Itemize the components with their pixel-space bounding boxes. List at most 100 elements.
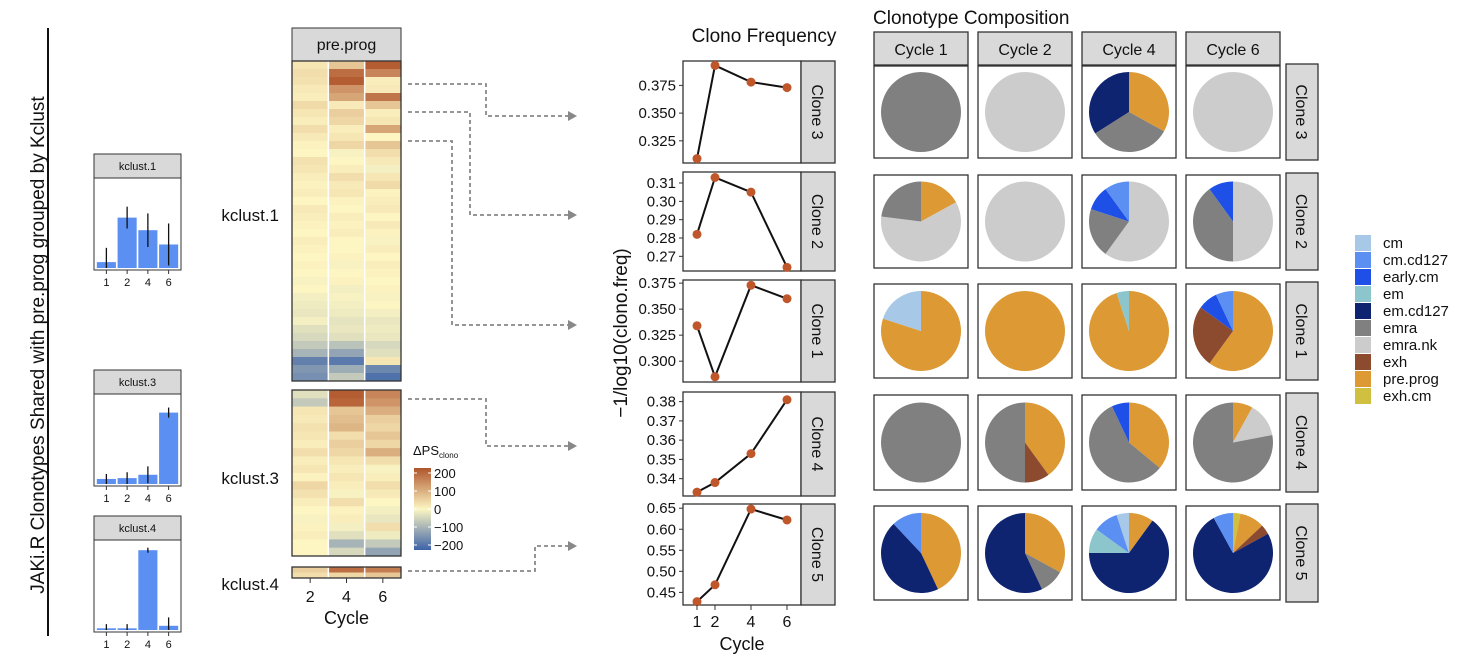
connector-arrowhead (568, 111, 577, 121)
series-line (696, 283, 788, 380)
heat-legend-tick-label: −100 (434, 520, 463, 535)
heatmap-cell (328, 101, 365, 110)
heatmap-cell (292, 456, 329, 465)
connector-path (408, 140, 568, 326)
line-panel-strip (800, 279, 836, 383)
pie-row-strip (1285, 503, 1319, 603)
connector-arrowhead (568, 210, 577, 220)
heatmap-cell (364, 514, 402, 524)
heatmap-cell (292, 423, 329, 432)
pie-cell (977, 505, 1073, 601)
heatmap-cell (328, 237, 365, 246)
heatmap-cell (364, 431, 402, 441)
heatmap-cell (364, 277, 402, 286)
heatmap-cell (364, 357, 402, 366)
pie-slice (1193, 72, 1273, 152)
heatmap-cell (364, 489, 402, 499)
pie-slice (985, 72, 1065, 152)
x-tick-label: 2 (124, 639, 130, 651)
legend-label-em: em (1383, 286, 1404, 303)
heatmap-cell (364, 117, 402, 126)
heatmap-row-group-label: kclust.1 (221, 206, 279, 225)
data-point (782, 83, 792, 93)
heatmap-cell (328, 149, 365, 158)
series-line (696, 63, 788, 159)
y-tick-label: 0.38 (647, 394, 676, 411)
heatmap-cell (328, 406, 365, 416)
pie-slice (1025, 402, 1065, 475)
data-point (692, 321, 702, 331)
heatmap-cell (328, 77, 365, 86)
series-line (696, 507, 788, 603)
bar (117, 217, 137, 268)
heatmap-cell (292, 285, 329, 294)
pie-cell (1081, 505, 1177, 601)
legend-swatch-em (1355, 286, 1371, 302)
heatmap-block-kclust.3 (291, 389, 402, 557)
heatmap-cell (292, 448, 329, 457)
heatmap-cell (328, 439, 365, 449)
heatmap-cell (364, 317, 402, 326)
legend-label-early.cm: early.cm (1383, 269, 1439, 286)
line-panel-Clone 3: Clone 3 0.375 0.350 0.325 (638, 60, 836, 164)
x-tick-label: 4 (145, 277, 151, 289)
legend-swatch-exh (1355, 354, 1371, 370)
pie-cell (977, 394, 1073, 491)
heatmap-cell (328, 497, 365, 507)
pie-slice (1233, 513, 1241, 553)
pie-row-strip-label: Clone 2 (1292, 194, 1309, 249)
data-point (782, 262, 792, 272)
pie-row-strip (1285, 281, 1319, 381)
connector-arrowhead (568, 320, 577, 330)
pie-slice (1193, 517, 1274, 594)
heatmap-cell (328, 514, 365, 524)
heatmap-cell (328, 141, 365, 150)
pie-slice (1192, 402, 1273, 483)
y-tick-label: 0.65 (647, 500, 676, 517)
heatmap-cell (364, 448, 402, 457)
pie-slice (921, 513, 961, 590)
data-point (710, 60, 720, 70)
bar (138, 550, 158, 630)
heatmap-cell (292, 473, 329, 482)
heatmap-cell (328, 414, 365, 424)
data-point (710, 372, 720, 382)
pie-cell (873, 65, 969, 159)
heatmap-cell (292, 125, 329, 134)
pie-cell (873, 174, 969, 269)
pie-column-strip-label: Cycle 2 (998, 42, 1051, 59)
heatmap-cell (328, 390, 365, 399)
bar-panel-kclust.4: kclust.4 1 2 4 6 (93, 515, 182, 651)
pie-slice (1215, 291, 1233, 331)
heatmap-cell (364, 301, 402, 310)
pie-slice (1025, 442, 1049, 483)
heatmap-cell (328, 293, 365, 302)
bar-strip-label: kclust.3 (119, 377, 156, 389)
heatmap-cell (364, 253, 402, 262)
pie-slice (1089, 72, 1129, 134)
pie-slice (1129, 72, 1169, 132)
pie-cell (873, 505, 969, 601)
pie-slice (1089, 529, 1129, 553)
connector-arrowhead (568, 441, 577, 451)
heatmap-cell (364, 165, 402, 174)
heatmap-cell (364, 439, 402, 449)
y-tick-label: 0.45 (647, 584, 676, 601)
pie-slice (1209, 181, 1233, 222)
pie-cell (1185, 65, 1281, 159)
heatmap-cell (364, 229, 402, 238)
heatmap-cell (292, 539, 329, 548)
heatmap-cell (292, 481, 329, 490)
heatmap-row-group-label: kclust.3 (221, 469, 279, 488)
pie-slice (1129, 402, 1169, 468)
pie-slice (880, 202, 962, 262)
pie-grid: Clonotype Composition Cycle 1 Cycle 2 Cycle… (873, 8, 1319, 603)
heatmap-cell (292, 213, 329, 222)
y-tick-label: 0.35 (647, 451, 676, 468)
pie-slice (1090, 189, 1129, 222)
heatmap-cell (364, 406, 402, 416)
line-chart-title: Clono Frequency (692, 26, 837, 47)
heatmap-cell (328, 93, 365, 102)
connector-arrowhead (568, 541, 577, 551)
